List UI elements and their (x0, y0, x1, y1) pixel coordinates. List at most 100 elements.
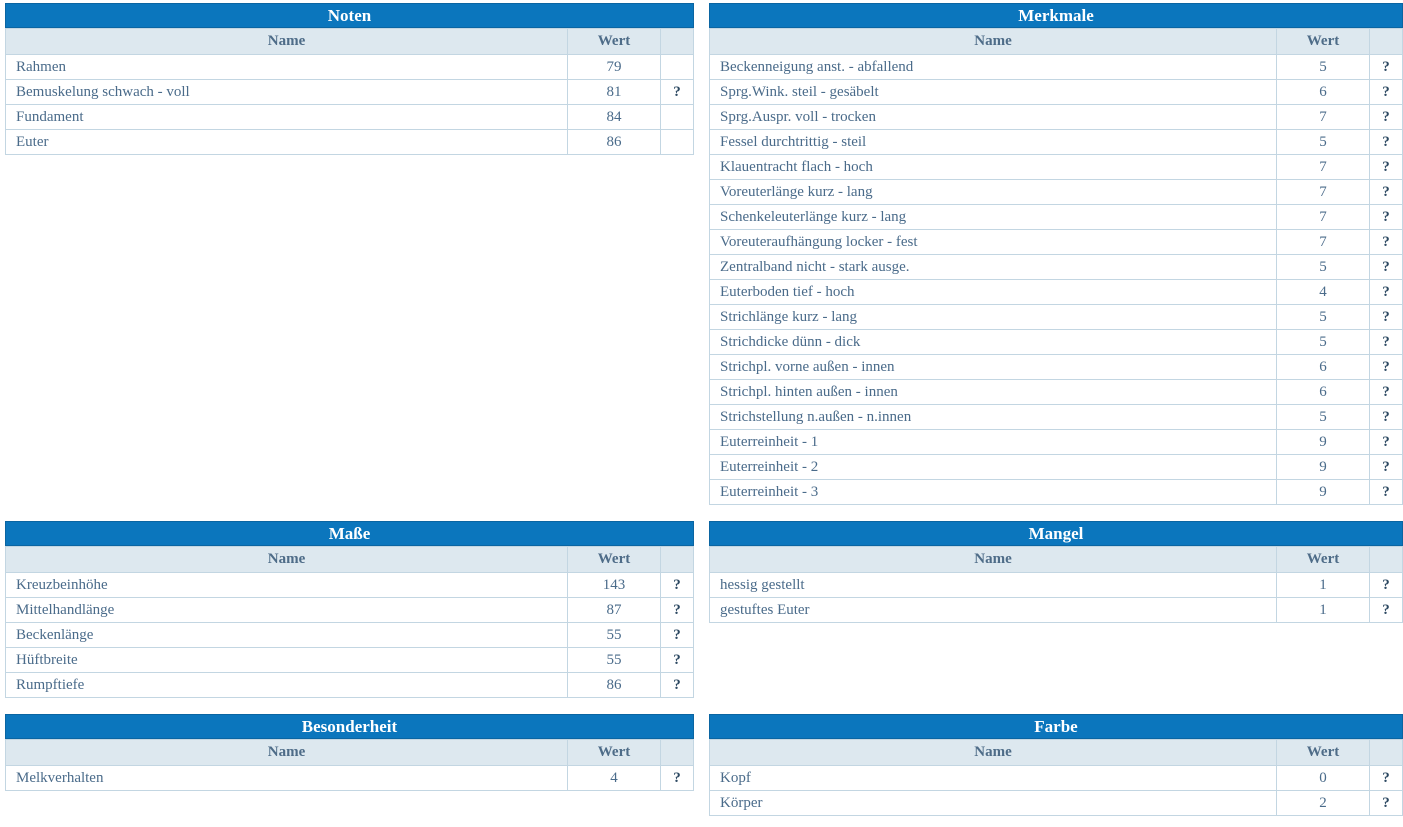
row-name-cell: Euter (5, 129, 568, 155)
help-link[interactable]: ? (1382, 433, 1390, 450)
table-row: Fessel durchtrittig - steil 5? (709, 129, 1403, 155)
help-link[interactable]: ? (1382, 133, 1390, 150)
help-link[interactable]: ? (673, 601, 681, 618)
help-link[interactable]: ? (1382, 408, 1390, 425)
help-link[interactable]: ? (1382, 258, 1390, 275)
help-link[interactable]: ? (1382, 183, 1390, 200)
row-help-cell: ? (1369, 454, 1403, 480)
row-name-cell: Melkverhalten (5, 765, 568, 791)
help-link[interactable]: ? (1382, 333, 1390, 350)
row-help-cell (660, 104, 694, 130)
help-link[interactable]: ? (1382, 576, 1390, 593)
table-row: Körper 2? (709, 790, 1403, 816)
help-link[interactable]: ? (673, 626, 681, 643)
row-value-cell: 86 (567, 672, 661, 698)
row-name-cell: Bemuskelung schwach - voll (5, 79, 568, 105)
help-link[interactable]: ? (1382, 483, 1390, 500)
row-name-cell: Voreuteraufhängung locker - fest (709, 229, 1277, 255)
mangel-table: Name Wert hessig gestellt 1? gestuftes Eut… (709, 546, 1403, 623)
help-link[interactable]: ? (1382, 458, 1390, 475)
row-name-cell: Strichstellung n.außen - n.innen (709, 404, 1277, 430)
row-name-cell: gestuftes Euter (709, 597, 1277, 623)
help-link[interactable]: ? (1382, 794, 1390, 811)
row-help-cell: ? (1369, 279, 1403, 305)
row-name-cell: Schenkeleuterlänge kurz - lang (709, 204, 1277, 230)
column-header-name: Name (5, 546, 568, 573)
header-row: Name Wert (709, 28, 1403, 55)
row-value-cell: 7 (1276, 154, 1370, 180)
table-row: Strichstellung n.außen - n.innen 5? (709, 404, 1403, 430)
help-link[interactable]: ? (673, 769, 681, 786)
row-name-cell: Strichdicke dünn - dick (709, 329, 1277, 355)
table-row: Melkverhalten 4? (5, 765, 694, 791)
help-link[interactable]: ? (1382, 769, 1390, 786)
row-value-cell: 81 (567, 79, 661, 105)
column-header-name: Name (5, 739, 568, 766)
row-help-cell: ? (660, 647, 694, 673)
panel-title-masse: Maße (5, 521, 694, 546)
row-name-cell: Sprg.Wink. steil - gesäbelt (709, 79, 1277, 105)
column-header-help (660, 546, 694, 573)
besonderheit-table: Name Wert Melkverhalten 4? (5, 739, 694, 791)
help-link[interactable]: ? (1382, 233, 1390, 250)
help-link[interactable]: ? (1382, 601, 1390, 618)
row-help-cell: ? (660, 79, 694, 105)
panel-farbe: Farbe Name Wert Kopf 0? Körper 2? (709, 714, 1403, 816)
column-header-wert: Wert (567, 546, 661, 573)
row-value-cell: 4 (567, 765, 661, 791)
row-value-cell: 7 (1276, 204, 1370, 230)
help-link[interactable]: ? (1382, 358, 1390, 375)
column-header-help (1369, 739, 1403, 766)
column-header-help (1369, 28, 1403, 55)
row-value-cell: 5 (1276, 404, 1370, 430)
tables-grid: Noten Name Wert Rahmen 79 Bemuskelung schw… (5, 3, 1403, 816)
help-link[interactable]: ? (1382, 58, 1390, 75)
help-link[interactable]: ? (1382, 158, 1390, 175)
row-value-cell: 9 (1276, 454, 1370, 480)
panel-title-mangel: Mangel (709, 521, 1403, 546)
panel-title-farbe: Farbe (709, 714, 1403, 739)
help-link[interactable]: ? (673, 676, 681, 693)
table-row: Fundament 84 (5, 104, 694, 130)
row-help-cell: ? (1369, 597, 1403, 623)
help-link[interactable]: ? (1382, 208, 1390, 225)
header-row: Name Wert (5, 28, 694, 55)
row-help-cell: ? (660, 765, 694, 791)
row-value-cell: 9 (1276, 429, 1370, 455)
help-link[interactable]: ? (1382, 383, 1390, 400)
merkmale-table: Name Wert Beckenneigung anst. - abfallen… (709, 28, 1403, 505)
column-header-wert: Wert (1276, 28, 1370, 55)
help-link[interactable]: ? (673, 576, 681, 593)
column-header-help (1369, 546, 1403, 573)
table-row: Euter 86 (5, 129, 694, 155)
column-header-help (660, 28, 694, 55)
column-header-help (660, 739, 694, 766)
table-row: Sprg.Wink. steil - gesäbelt 6? (709, 79, 1403, 105)
row-value-cell: 6 (1276, 79, 1370, 105)
table-row: Euterreinheit - 3 9? (709, 479, 1403, 505)
row-value-cell: 0 (1276, 765, 1370, 791)
row-help-cell: ? (1369, 54, 1403, 80)
column-header-name: Name (709, 546, 1277, 573)
row-value-cell: 1 (1276, 572, 1370, 598)
row-value-cell: 79 (567, 54, 661, 80)
column-header-wert: Wert (567, 28, 661, 55)
table-row: Strichlänge kurz - lang 5? (709, 304, 1403, 330)
help-link[interactable]: ? (1382, 108, 1390, 125)
table-row: Beckenlänge 55? (5, 622, 694, 648)
help-link[interactable]: ? (673, 83, 681, 100)
help-link[interactable]: ? (673, 651, 681, 668)
panel-noten: Noten Name Wert Rahmen 79 Bemuskelung schw… (5, 3, 694, 155)
row-name-cell: Klauentracht flach - hoch (709, 154, 1277, 180)
farbe-table: Name Wert Kopf 0? Körper 2? (709, 739, 1403, 816)
table-row: Euterreinheit - 1 9? (709, 429, 1403, 455)
help-link[interactable]: ? (1382, 83, 1390, 100)
help-link[interactable]: ? (1382, 308, 1390, 325)
table-row: Hüftbreite 55? (5, 647, 694, 673)
row-help-cell: ? (660, 572, 694, 598)
help-link[interactable]: ? (1382, 283, 1390, 300)
header-row: Name Wert (5, 739, 694, 766)
panel-besonderheit: Besonderheit Name Wert Melkverhalten 4? (5, 714, 694, 791)
table-row: Kopf 0? (709, 765, 1403, 791)
row-help-cell: ? (1369, 129, 1403, 155)
